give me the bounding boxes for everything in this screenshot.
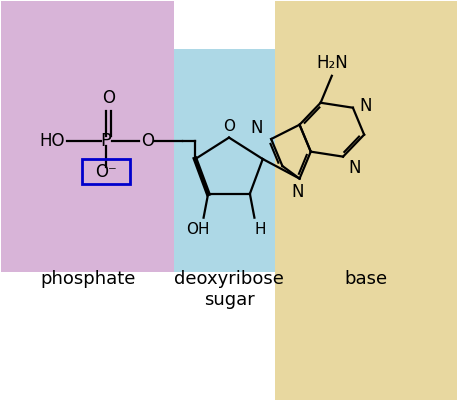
FancyBboxPatch shape <box>274 1 457 400</box>
Text: HO: HO <box>40 132 65 150</box>
Text: OH: OH <box>186 223 210 237</box>
Text: H₂N: H₂N <box>316 54 348 72</box>
Text: N: N <box>251 119 263 137</box>
Text: deoxyribose
sugar: deoxyribose sugar <box>174 270 284 309</box>
Text: H: H <box>254 223 266 237</box>
Text: O: O <box>102 89 115 107</box>
Text: N: N <box>360 97 372 115</box>
Text: P: P <box>101 132 112 150</box>
Text: N: N <box>349 159 361 176</box>
FancyBboxPatch shape <box>1 1 174 272</box>
Bar <box>82 159 130 184</box>
Text: O: O <box>141 132 154 150</box>
Text: N: N <box>291 183 304 201</box>
Text: O⁻: O⁻ <box>95 163 117 181</box>
Text: base: base <box>344 270 387 288</box>
Text: phosphate: phosphate <box>40 270 136 288</box>
Text: O: O <box>223 119 235 134</box>
FancyBboxPatch shape <box>174 49 293 272</box>
